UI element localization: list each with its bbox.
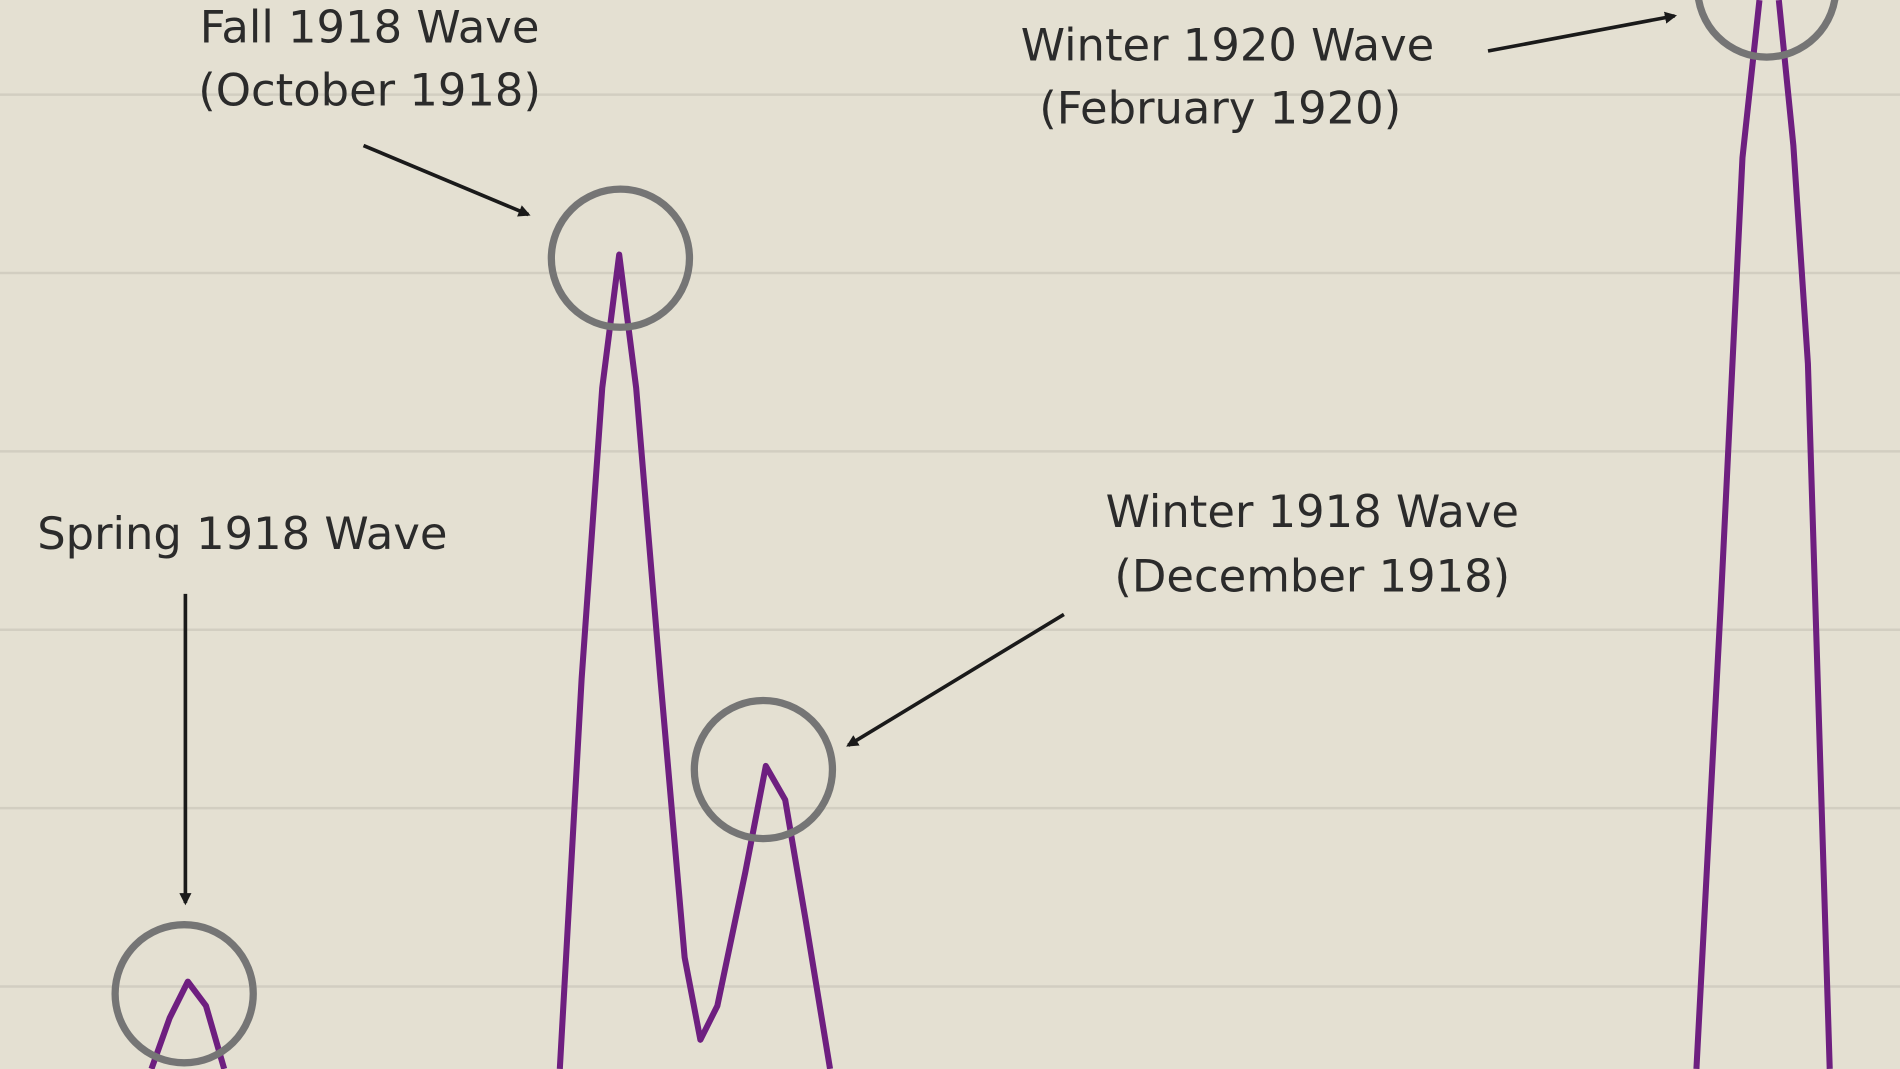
highlight-circles — [111, 0, 1839, 1067]
grid — [0, 93, 1900, 988]
arrow — [1487, 11, 1677, 53]
arrow — [362, 143, 531, 217]
annotation: (December 1918) — [1114, 549, 1510, 602]
highlight-circle — [1695, 0, 1839, 61]
highlight-circle — [547, 185, 694, 331]
annotation: Winter 1920 Wave — [1021, 19, 1434, 72]
annotation: Winter 1918 Wave — [1106, 485, 1519, 538]
mortality-line — [148, 0, 1833, 1069]
annotation: (February 1920) — [1039, 82, 1401, 135]
annotation: Spring 1918 Wave — [37, 507, 447, 560]
highlight-circle — [111, 921, 257, 1067]
annotation: Fall 1918 Wave — [200, 0, 540, 53]
arrow — [846, 612, 1065, 747]
highlight-circle — [690, 696, 837, 843]
annotation: (October 1918) — [198, 63, 541, 116]
